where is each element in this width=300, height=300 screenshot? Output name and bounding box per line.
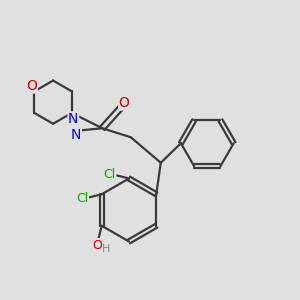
Text: Cl: Cl [76, 192, 88, 205]
Text: N: N [71, 128, 81, 142]
Text: N: N [68, 112, 79, 126]
Text: O: O [26, 79, 38, 93]
Text: O: O [119, 96, 130, 110]
Text: H: H [101, 244, 110, 254]
Text: Cl: Cl [103, 167, 116, 181]
Text: O: O [92, 239, 102, 252]
